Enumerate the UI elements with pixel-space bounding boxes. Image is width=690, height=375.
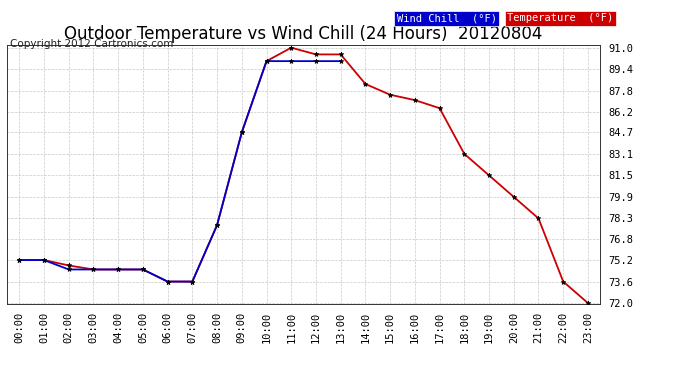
Title: Outdoor Temperature vs Wind Chill (24 Hours)  20120804: Outdoor Temperature vs Wind Chill (24 Ho… (64, 26, 543, 44)
Text: Wind Chill  (°F): Wind Chill (°F) (397, 13, 497, 23)
Text: Copyright 2012 Cartronics.com: Copyright 2012 Cartronics.com (10, 39, 174, 50)
Text: Temperature  (°F): Temperature (°F) (507, 13, 613, 23)
